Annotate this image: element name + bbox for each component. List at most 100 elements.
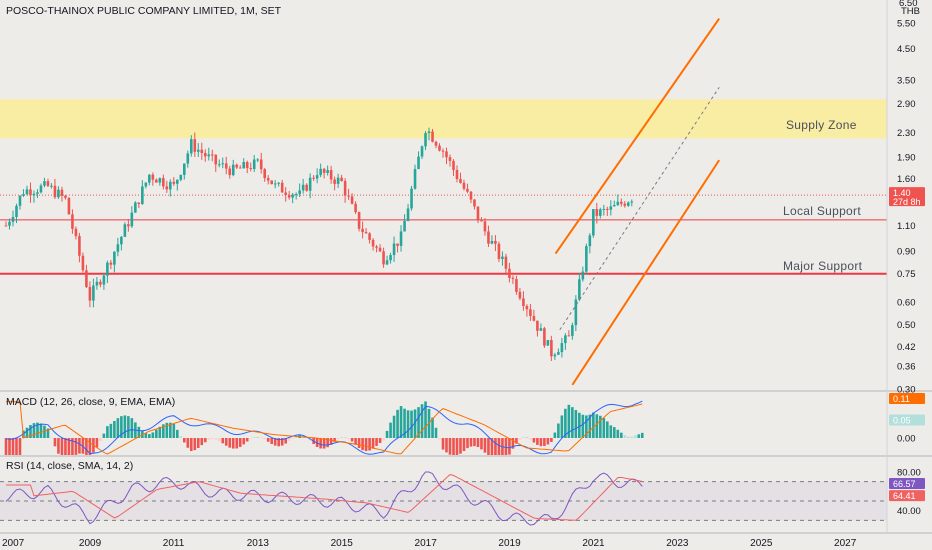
macd-histogram-bar	[53, 438, 57, 447]
macd-histogram-bar	[620, 432, 623, 438]
candle-body	[36, 192, 39, 194]
macd-histogram-bar	[599, 415, 602, 438]
candle-body	[113, 251, 116, 265]
macd-histogram-bar	[595, 414, 599, 438]
price-tick-label: 0.36	[897, 362, 916, 373]
macd-histogram-bar	[640, 432, 644, 438]
candle-body	[214, 154, 218, 165]
macd-histogram-bar	[438, 438, 441, 440]
macd-histogram-bar	[263, 438, 267, 440]
macd-signal-line	[6, 401, 643, 455]
macd-histogram-bar	[36, 422, 39, 438]
candle-body	[476, 206, 480, 220]
macd-histogram-bar	[364, 438, 368, 452]
macd-histogram-bar	[109, 423, 113, 438]
candle-body	[599, 209, 602, 216]
macd-histogram-bar	[210, 438, 214, 440]
candle-body	[571, 325, 574, 336]
candle-body	[172, 181, 176, 184]
price-tick-label: 0.50	[897, 320, 916, 331]
chart-title: POSCO-THAINOX PUBLIC COMPANY LIMITED, 1M…	[6, 5, 281, 17]
candle-body	[431, 131, 434, 142]
macd-histogram-bar	[455, 438, 459, 455]
candle-body	[238, 167, 242, 169]
macd-histogram-bar	[4, 438, 8, 455]
candle-body	[81, 255, 85, 271]
time-axis-label: 2011	[163, 538, 185, 549]
candle-body	[413, 169, 417, 189]
macd-histogram-bar	[130, 418, 134, 438]
macd-histogram-bar	[291, 437, 294, 439]
candle-body	[368, 233, 371, 240]
rsi-title: RSI (14, close, SMA, 14, 2)	[6, 460, 134, 472]
candle-body	[263, 169, 267, 179]
macd-histogram-bar	[357, 438, 361, 449]
candle-body	[144, 182, 148, 187]
candle-body	[189, 139, 193, 154]
macd-histogram-bar	[403, 408, 406, 438]
macd-histogram-bar	[630, 436, 634, 438]
candle-body	[301, 184, 305, 191]
candle-body	[162, 178, 165, 187]
candle-body	[273, 183, 277, 185]
macd-histogram-bar	[39, 423, 43, 438]
rsi-tick-label: 80.00	[897, 468, 921, 479]
candle-body	[560, 343, 564, 353]
candle-body	[249, 168, 253, 170]
macd-histogram-bar	[392, 415, 396, 438]
rsi-ma-line	[6, 474, 643, 521]
candle-body	[490, 240, 494, 244]
candle-body	[319, 168, 322, 176]
macd-histogram-bar	[466, 438, 469, 449]
rsi-badge	[889, 477, 925, 489]
macd-histogram-bar	[480, 438, 483, 450]
last-price-badge	[889, 187, 925, 207]
time-axis-label: 2009	[79, 538, 102, 549]
price-tick-label: 5.50	[897, 19, 916, 30]
candle-body	[417, 156, 420, 170]
macd-histogram-bar	[361, 438, 364, 451]
candle-body	[438, 145, 441, 151]
candle-body	[455, 169, 459, 180]
macd-histogram-bar	[245, 438, 249, 442]
macd-histogram-bar	[613, 427, 616, 438]
macd-histogram-bar	[487, 438, 490, 455]
macd-histogram-bar	[564, 408, 567, 438]
macd-histogram-bar	[333, 438, 336, 442]
macd-histogram-bar	[25, 427, 29, 438]
candle-body	[235, 164, 239, 168]
macd-histogram-bar	[203, 438, 207, 443]
candle-body	[284, 192, 287, 195]
macd-histogram-bar	[11, 438, 15, 455]
candle-body	[546, 340, 550, 346]
macd-histogram-bar	[462, 438, 466, 452]
macd-histogram-bar	[396, 409, 399, 438]
candle-body	[32, 193, 36, 196]
candle-body	[200, 149, 204, 153]
candle-body	[406, 208, 410, 221]
candle-body	[462, 182, 466, 189]
candle-body	[532, 316, 536, 321]
candle-body	[43, 181, 46, 186]
candle-body	[592, 209, 595, 236]
rsi-badge-text: 66.57	[893, 479, 916, 489]
candle-body	[46, 181, 50, 186]
rsi-line	[5, 471, 643, 526]
candle-body	[602, 208, 606, 210]
macd-histogram-bar	[543, 438, 546, 447]
macd-histogram-bar	[378, 438, 382, 443]
candle-body	[242, 162, 246, 169]
candle-body	[445, 151, 448, 158]
candle-body	[207, 154, 211, 157]
macd-histogram-bar	[266, 438, 270, 442]
macd-histogram-bar	[581, 414, 585, 438]
candle-body	[67, 197, 71, 215]
candle-body	[8, 221, 11, 226]
candle-body	[182, 163, 186, 175]
candle-body	[25, 189, 29, 195]
macd-histogram-bar	[557, 423, 560, 438]
candle-body	[123, 224, 127, 237]
macd-histogram-bar	[424, 401, 427, 438]
macd-histogram-bar	[148, 434, 151, 438]
